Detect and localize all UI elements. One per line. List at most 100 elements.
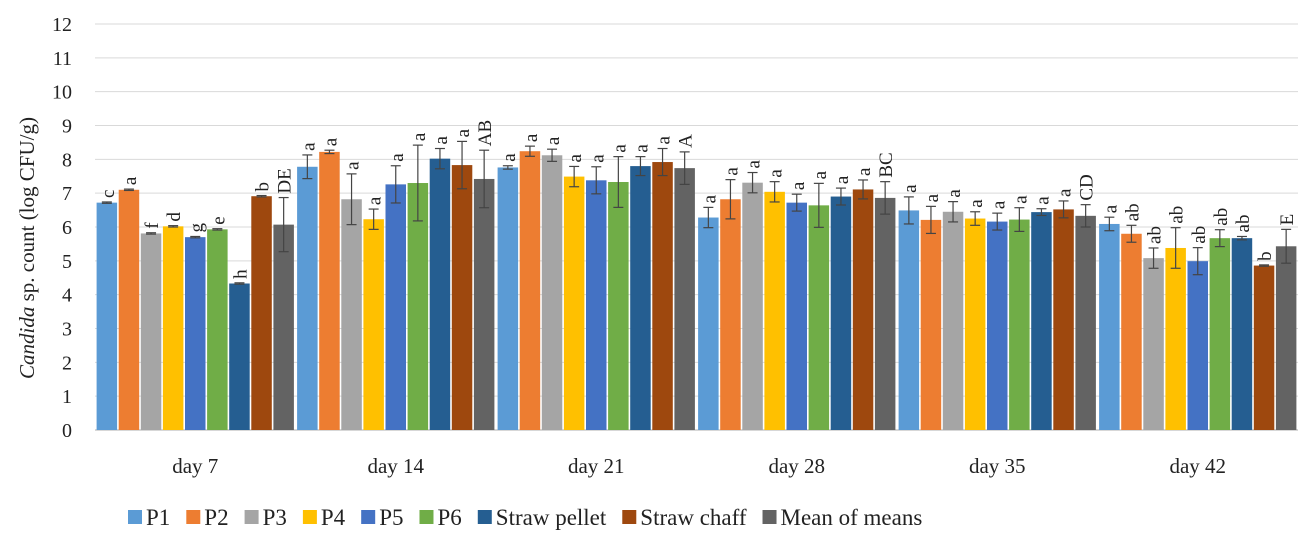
bar — [1099, 223, 1120, 430]
legend-label: P4 — [321, 505, 346, 530]
legend-label: Mean of means — [781, 505, 923, 530]
bar — [1231, 238, 1253, 430]
legend-swatch — [762, 510, 777, 524]
significance-letter: a — [766, 169, 787, 178]
significance-letter: a — [810, 170, 831, 179]
x-category-label: day 7 — [172, 454, 218, 478]
bar — [942, 211, 964, 430]
error-bar — [925, 205, 936, 235]
legend-item: Straw pellet — [477, 505, 607, 530]
error-bar — [212, 228, 223, 231]
significance-letter: ab — [1122, 203, 1143, 221]
bar — [1187, 261, 1208, 430]
error-bar — [324, 149, 335, 155]
gridlines — [95, 23, 1298, 431]
y-tick-label: 1 — [62, 386, 72, 408]
legend-label: P2 — [204, 505, 228, 530]
y-tick-label: 2 — [62, 352, 72, 374]
significance-letter: a — [854, 167, 875, 176]
bar — [407, 183, 429, 430]
error-bar — [992, 212, 1003, 231]
significance-letter: ab — [1211, 208, 1232, 226]
significance-letter: a — [900, 184, 921, 193]
bar — [185, 237, 206, 430]
error-bar — [502, 165, 513, 170]
bar — [720, 199, 741, 430]
significance-letter: a — [120, 176, 141, 185]
error-bar — [390, 165, 401, 204]
bar — [341, 199, 362, 430]
error-bar — [234, 282, 245, 285]
bar — [1165, 247, 1186, 430]
significance-letter: a — [1032, 196, 1053, 205]
bar — [563, 176, 585, 430]
legend-swatch — [622, 510, 637, 524]
legend-swatch — [128, 510, 142, 524]
bar — [1253, 265, 1275, 430]
bar — [808, 205, 830, 430]
significance-letter: AB — [475, 120, 496, 146]
significance-letter: b — [253, 182, 274, 192]
legend-swatch — [302, 510, 317, 524]
significance-letter: a — [565, 153, 586, 162]
bar — [118, 189, 140, 430]
significance-letter: a — [721, 167, 742, 176]
y-tick-label: 9 — [62, 116, 72, 138]
bar — [1075, 215, 1096, 430]
error-bar — [123, 188, 134, 192]
significance-letter: A — [676, 134, 697, 148]
error-bar — [1236, 235, 1247, 241]
y-tick-label: 6 — [62, 217, 72, 239]
error-bar — [434, 147, 445, 170]
x-axis-categories: day 7 day 14 day 21 day 28 day 35 day 42 — [172, 454, 1226, 478]
legend-swatch — [419, 510, 434, 524]
bar — [1209, 238, 1231, 430]
significance-letter: ab — [1145, 226, 1166, 244]
bar — [473, 178, 495, 430]
bar — [229, 283, 250, 430]
significance-letter: a — [744, 160, 765, 169]
error-bar — [970, 211, 981, 226]
legend-item: P4 — [302, 505, 346, 530]
bar — [140, 233, 162, 430]
significance-letter: a — [832, 175, 853, 184]
y-tick-label: 11 — [53, 48, 72, 70]
bar — [652, 162, 673, 431]
y-tick-label: 4 — [62, 285, 72, 307]
bar — [497, 167, 519, 430]
error-bar — [1281, 228, 1292, 264]
significance-letter: DE — [275, 168, 296, 193]
bar — [207, 229, 228, 430]
y-tick-label: 5 — [62, 251, 72, 273]
legend-item: P6 — [419, 505, 462, 530]
bar — [852, 189, 874, 430]
error-bar — [1104, 216, 1115, 232]
bar — [385, 184, 406, 430]
bar — [964, 218, 986, 430]
error-bar — [613, 156, 624, 208]
bar — [586, 180, 607, 430]
bar — [742, 182, 763, 430]
bar — [630, 166, 651, 430]
bar — [786, 202, 807, 430]
legend-label: Straw chaff — [640, 505, 747, 530]
error-bar — [457, 140, 468, 190]
bar — [898, 210, 920, 430]
error-bar — [146, 232, 157, 235]
error-bar — [1036, 208, 1047, 217]
significance-letter: a — [387, 153, 408, 162]
significance-letter: a — [543, 136, 564, 145]
error-bar — [948, 201, 959, 223]
error-bar — [168, 225, 179, 228]
bar — [1031, 212, 1052, 430]
bar — [1275, 246, 1297, 430]
significance-letter: a — [365, 196, 386, 205]
error-bar — [368, 208, 379, 230]
legend-swatch — [186, 510, 201, 524]
bar — [251, 196, 272, 430]
significance-letter: c — [98, 190, 119, 198]
x-category-label: day 14 — [367, 454, 424, 478]
legend-item: P3 — [244, 505, 287, 530]
